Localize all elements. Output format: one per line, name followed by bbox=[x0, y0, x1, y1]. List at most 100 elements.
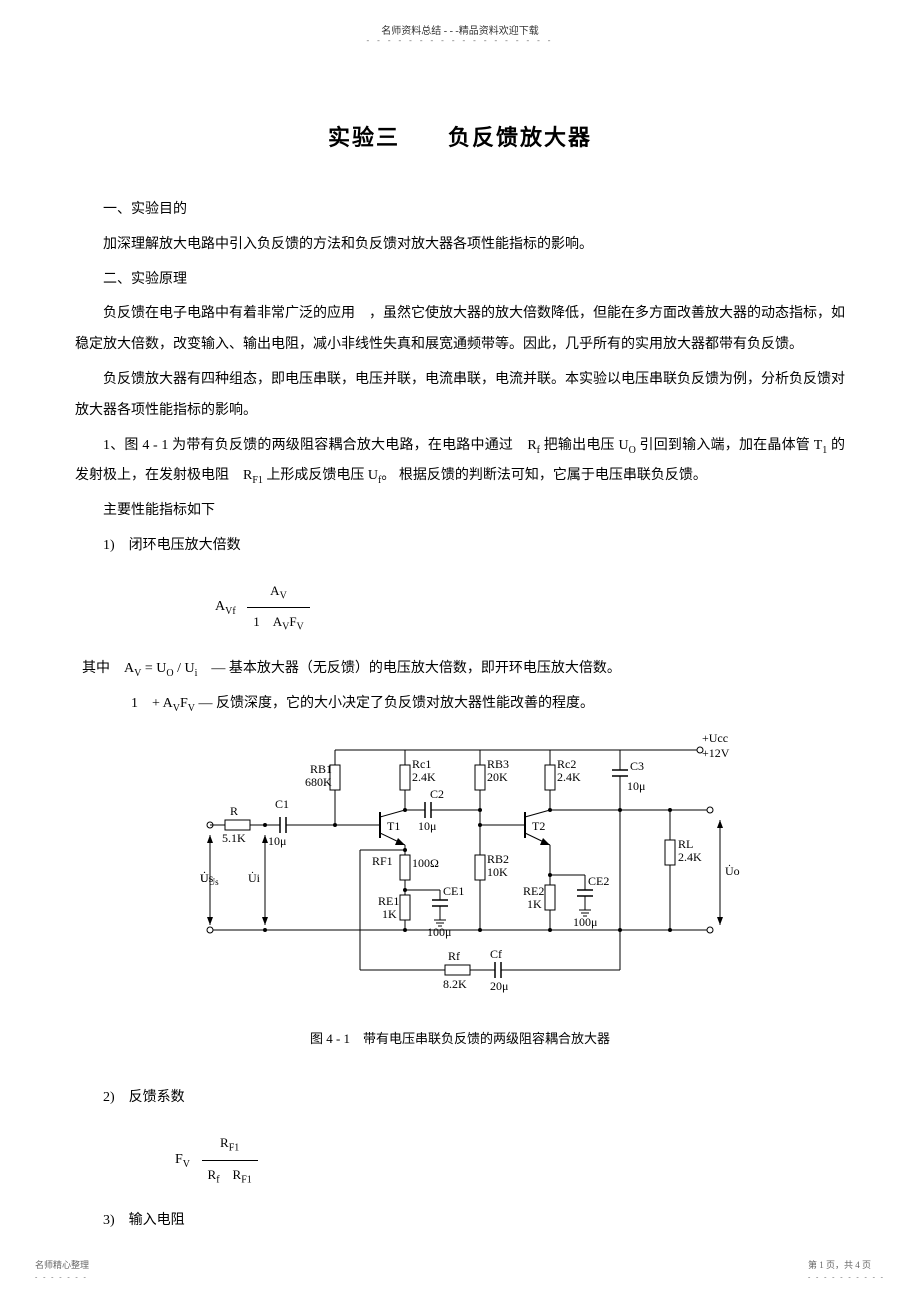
formula-var: 1 A bbox=[253, 614, 282, 629]
label-rc1-val: 2.4K bbox=[412, 770, 436, 784]
label-rb1: RB1 bbox=[310, 762, 332, 776]
formula-var: R bbox=[208, 1167, 217, 1182]
item-3: 3) 输入电阻 bbox=[75, 1206, 845, 1237]
label-rc2-val: 2.4K bbox=[557, 770, 581, 784]
label-c2: C2 bbox=[430, 787, 444, 801]
text-frag: 1、图 4 - 1 为带有负反馈的两级阻容耦合放大电路，在电路中通过 R bbox=[103, 438, 537, 453]
label-rf1-val: 100Ω bbox=[412, 856, 439, 870]
formula-lhs: FV bbox=[175, 1145, 190, 1176]
text-frag: / U bbox=[174, 661, 195, 676]
formula-var: A bbox=[270, 583, 279, 598]
label-c3-val: 10μ bbox=[627, 779, 645, 793]
formula-var: R bbox=[220, 1135, 229, 1150]
text-frag: — 基本放大器（无反馈）的电压放大倍数，即开环电压放大倍数。 bbox=[197, 661, 621, 676]
text-frag: — 反馈深度，它的大小决定了负反馈对放大器性能改善的程度。 bbox=[195, 696, 594, 711]
sub: V bbox=[188, 703, 195, 714]
label-rc1: Rc1 bbox=[412, 757, 431, 771]
section-1-para-1: 加深理解放大电路中引入负反馈的方法和负反馈对放大器各项性能指标的影响。 bbox=[75, 230, 845, 261]
where-clause-1: 其中 AV = UO / Ui — 基本放大器（无反馈）的电压放大倍数，即开环电… bbox=[75, 654, 845, 685]
label-r: R bbox=[230, 804, 238, 818]
document-content: 一、实验目的 加深理解放大电路中引入负反馈的方法和负反馈对放大器各项性能指标的影… bbox=[75, 195, 845, 1241]
footer-dots: - - - - - - - bbox=[35, 1273, 88, 1281]
circuit-caption: 图 4 - 1 带有电压串联负反馈的两级阻容耦合放大器 bbox=[75, 1025, 845, 1054]
fraction-numerator: AV bbox=[247, 577, 310, 609]
sub: F1 bbox=[252, 475, 263, 486]
circuit-svg: +Ucc +12V RB1 680K Rc1 2.4K RB3 20K bbox=[180, 730, 740, 1010]
section-2-para-2: 负反馈放大器有四种组态，即电压串联，电压并联，电流串联，电流并联。本实验以电压串… bbox=[75, 365, 845, 427]
label-rb3-val: 20K bbox=[487, 770, 508, 784]
formula-var: F bbox=[289, 614, 296, 629]
sub: V bbox=[173, 703, 180, 714]
label-c2-val: 10μ bbox=[418, 819, 436, 833]
label-cf-val: 20μ bbox=[490, 979, 508, 993]
label-rb2-val: 10K bbox=[487, 865, 508, 879]
footer-right-text: 第 1 页，共 4 页 bbox=[808, 1260, 871, 1270]
formula-fraction: AV 1 AVFV bbox=[247, 577, 310, 639]
label-t1: T1 bbox=[387, 819, 400, 833]
label-c1-val: 10μ bbox=[268, 834, 286, 848]
text-frag: = U bbox=[141, 661, 166, 676]
sub: V bbox=[183, 1158, 190, 1169]
footer-right: 第 1 页，共 4 页 - - - - - - - - - - bbox=[808, 1258, 885, 1281]
formula-fraction: RF1 Rf RF1 bbox=[202, 1129, 258, 1191]
formula-var: A bbox=[215, 599, 225, 614]
formula-lhs: AVf bbox=[215, 592, 236, 623]
label-re1: RE1 bbox=[378, 894, 399, 908]
footer-dots: - - - - - - - - - - bbox=[808, 1273, 885, 1281]
section-2-para-4: 主要性能指标如下 bbox=[75, 496, 845, 527]
label-rb1-val: 680K bbox=[305, 775, 332, 789]
label-ucc: +Ucc bbox=[702, 731, 728, 745]
where-clause-2: 1 + AVFV — 反馈深度，它的大小决定了负反馈对放大器性能改善的程度。 bbox=[75, 689, 845, 720]
page-header: 名师资料总结 - - -精品资料欢迎下载 bbox=[0, 22, 920, 37]
label-c1: C1 bbox=[275, 797, 289, 811]
document-title: 实验三 负反馈放大器 bbox=[0, 120, 920, 152]
section-2-para-3: 1、图 4 - 1 为带有负反馈的两级阻容耦合放大电路，在电路中通过 Rf 把输… bbox=[75, 431, 845, 493]
label-ce2: CE2 bbox=[588, 874, 609, 888]
formula-2: FV RF1 Rf RF1 bbox=[175, 1129, 845, 1191]
sub: Vf bbox=[225, 606, 236, 617]
sub: F1 bbox=[229, 1143, 240, 1154]
label-rl: RL bbox=[678, 837, 693, 851]
page-header-dots: - - - - - - - - - - - - - - - - - - bbox=[0, 36, 920, 45]
footer-left: 名师精心整理 - - - - - - - bbox=[35, 1258, 89, 1281]
label-uo: U̇o bbox=[725, 863, 740, 877]
sub: O bbox=[166, 668, 173, 679]
sub: O bbox=[629, 444, 636, 455]
label-ce1-val: 100μ bbox=[427, 925, 451, 939]
text-frag: F bbox=[180, 696, 188, 711]
item-2: 2) 反馈系数 bbox=[75, 1083, 845, 1114]
label-re1-val: 1K bbox=[382, 907, 397, 921]
text-frag: 1 + A bbox=[131, 696, 173, 711]
label-us-text: U̇s bbox=[200, 870, 214, 884]
label-ce2-val: 100μ bbox=[573, 915, 597, 929]
text-frag: 。 根据反馈的判断法可知，它属于电压串联负反馈。 bbox=[381, 468, 707, 483]
label-re2-val: 1K bbox=[527, 897, 542, 911]
formula-1: AVf AV 1 AVFV bbox=[215, 577, 845, 639]
label-rf: Rf bbox=[448, 949, 460, 963]
fraction-denominator: Rf RF1 bbox=[202, 1161, 258, 1192]
footer-left-text: 名师精心整理 bbox=[35, 1260, 89, 1270]
sub: V bbox=[280, 590, 287, 601]
label-rc2: Rc2 bbox=[557, 757, 576, 771]
sub: F1 bbox=[241, 1174, 252, 1185]
label-rb2: RB2 bbox=[487, 852, 509, 866]
label-rl-val: 2.4K bbox=[678, 850, 702, 864]
item-1: 1) 闭环电压放大倍数 bbox=[75, 531, 845, 562]
section-2-para-1: 负反馈在电子电路中有着非常广泛的应用 ，虽然它使放大器的放大倍数降低，但能在多方… bbox=[75, 299, 845, 361]
fraction-numerator: RF1 bbox=[202, 1129, 258, 1161]
text-frag: 上形成反馈电压 U bbox=[263, 468, 378, 483]
formula-var: R bbox=[220, 1167, 242, 1182]
label-re2: RE2 bbox=[523, 884, 544, 898]
label-ce1: CE1 bbox=[443, 884, 464, 898]
formula-var: F bbox=[175, 1152, 183, 1167]
label-12v: +12V bbox=[702, 746, 730, 760]
label-ui: U̇i bbox=[248, 870, 261, 884]
label-rb3: RB3 bbox=[487, 757, 509, 771]
text-frag: 其中 A bbox=[82, 661, 134, 676]
text-frag: 把输出电压 U bbox=[540, 438, 629, 453]
section-1-header: 一、实验目的 bbox=[75, 195, 845, 226]
label-c3: C3 bbox=[630, 759, 644, 773]
fraction-denominator: 1 AVFV bbox=[247, 608, 310, 639]
label-t2: T2 bbox=[532, 819, 545, 833]
label-rf1: RF1 bbox=[372, 854, 393, 868]
